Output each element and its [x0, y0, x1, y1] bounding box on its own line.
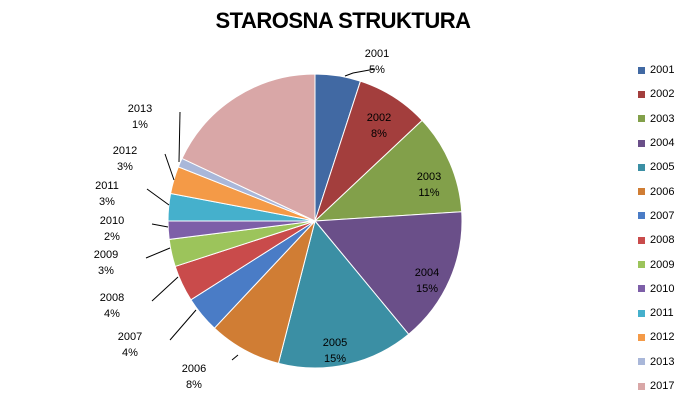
slice-label-2006: 2006	[182, 363, 206, 375]
chart-title: STAROSNA STRUKTURA	[215, 8, 472, 33]
legend-swatch-2005	[638, 163, 645, 171]
legend-swatch-2002	[638, 90, 645, 98]
legend-swatch-2012	[638, 333, 645, 341]
legend-item-2009: 2009	[638, 252, 674, 276]
legend-swatch-2011	[638, 309, 645, 317]
legend-item-2013: 2013	[638, 350, 674, 374]
legend-label-2003: 2003	[650, 112, 675, 125]
legend-swatch-2017	[638, 382, 645, 390]
pie-slice-2005	[277, 219, 410, 369]
legend-swatch-2008	[638, 236, 645, 244]
leader-line-2012	[164, 153, 175, 181]
legend-label-2013: 2013	[650, 355, 675, 368]
leader-line-2001	[344, 68, 376, 77]
slice-label-2007: 2007	[118, 331, 142, 343]
legend-swatch-2009	[638, 261, 645, 269]
slice-percent-2010: 2%	[104, 231, 120, 243]
legend-item-2008: 2008	[638, 228, 674, 252]
legend-label-2008: 2008	[650, 234, 675, 247]
legend-swatch-2004	[638, 139, 645, 147]
slice-label-2013: 2013	[128, 103, 152, 115]
legend-label-2002: 2002	[650, 88, 675, 101]
slice-percent-2011: 3%	[99, 196, 115, 208]
leader-line-2007	[169, 309, 197, 341]
slice-label-2011: 2011	[95, 180, 119, 192]
leader-line-2008	[151, 276, 179, 302]
slice-percent-2013: 1%	[132, 119, 148, 131]
legend-swatch-2003	[638, 115, 645, 123]
legend-label-2005: 2005	[650, 161, 675, 174]
slice-label-2005: 2005	[323, 337, 347, 349]
slice-label-2003: 2003	[417, 171, 441, 183]
legend-item-2002: 2002	[638, 82, 674, 106]
legend-label-2006: 2006	[650, 185, 675, 198]
slice-percent-2006: 8%	[186, 379, 202, 391]
slice-label-2004: 2004	[415, 267, 439, 279]
leader-line-2013	[178, 111, 181, 163]
slice-label-2009: 2009	[94, 249, 118, 261]
legend-label-2007: 2007	[650, 209, 675, 222]
slice-percent-2012: 3%	[117, 161, 133, 173]
legend-label-2009: 2009	[650, 258, 675, 271]
leader-line-2010	[151, 223, 169, 228]
slice-percent-2003: 11%	[418, 187, 439, 199]
slice-percent-2005: 15%	[324, 353, 346, 365]
legend-item-2005: 2005	[638, 155, 674, 179]
legend-item-2007: 2007	[638, 204, 674, 228]
pie-slice-2004	[313, 211, 463, 335]
legend-item-2006: 2006	[638, 179, 674, 203]
pie-slice-2017	[181, 73, 316, 222]
legend-label-2004: 2004	[650, 137, 675, 150]
slice-label-2001: 2001	[365, 48, 389, 60]
legend-item-2001: 2001	[638, 58, 674, 82]
leader-line-2006	[231, 354, 239, 361]
slice-label-2012: 2012	[113, 145, 137, 157]
slice-percent-2007: 4%	[122, 347, 138, 359]
pie-slice-2003	[313, 119, 463, 222]
legend-swatch-2010	[638, 285, 645, 293]
legend-item-2012: 2012	[638, 325, 674, 349]
slice-percent-2004: 15%	[416, 283, 438, 295]
slice-label-2008: 2008	[100, 292, 124, 304]
legend-item-2004: 2004	[638, 131, 674, 155]
slice-label-2002: 2002	[367, 112, 391, 124]
legend-item-2010: 2010	[638, 277, 674, 301]
slice-percent-2001: 5%	[369, 64, 385, 76]
leader-line-2011	[146, 188, 170, 206]
slice-label-2010: 2010	[100, 215, 124, 227]
slice-percent-2009: 3%	[98, 265, 114, 277]
legend-label-2001: 2001	[650, 64, 675, 77]
slice-percent-2008: 4%	[104, 308, 120, 320]
legend-swatch-2013	[638, 358, 645, 366]
legend-label-2012: 2012	[650, 331, 675, 344]
legend-item-2003: 2003	[638, 107, 674, 131]
legend-item-2011: 2011	[638, 301, 674, 325]
legend-swatch-2006	[638, 188, 645, 196]
legend-label-2010: 2010	[650, 282, 675, 295]
legend-item-2017: 2017	[638, 374, 674, 398]
legend-swatch-2007	[638, 212, 645, 220]
legend-swatch-2001	[638, 66, 645, 74]
legend-label-2011: 2011	[650, 307, 674, 320]
slice-percent-2002: 8%	[371, 128, 387, 140]
chart-legend: 2001 2002 2003 2004 2005 2006 2007 2008 2009 2010…	[638, 58, 674, 398]
legend-label-2017: 2017	[650, 380, 675, 392]
leader-line-2009	[145, 247, 171, 259]
